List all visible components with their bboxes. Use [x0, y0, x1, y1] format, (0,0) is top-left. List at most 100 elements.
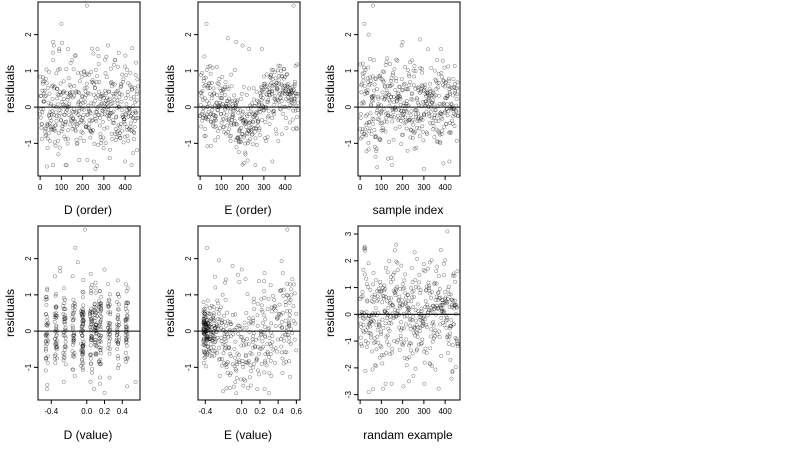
- data-point: [422, 85, 427, 90]
- data-point: [409, 91, 414, 96]
- data-point: [116, 292, 120, 297]
- data-point: [285, 227, 290, 232]
- data-point: [384, 351, 389, 356]
- y-axis-label: residuals: [163, 289, 177, 337]
- data-point: [98, 362, 102, 366]
- data-point: [251, 318, 256, 323]
- data-point: [88, 271, 93, 276]
- data-point: [124, 73, 129, 78]
- data-point: [118, 135, 123, 140]
- data-point: [282, 350, 287, 355]
- data-point: [359, 295, 364, 300]
- data-point: [126, 114, 131, 119]
- data-point: [108, 147, 112, 152]
- data-point: [412, 295, 416, 300]
- data-point: [263, 358, 268, 363]
- data-point: [239, 343, 244, 348]
- data-point: [119, 108, 124, 112]
- data-point: [40, 122, 44, 127]
- data-point: [241, 338, 246, 343]
- data-point: [404, 363, 409, 368]
- data-point: [71, 297, 76, 302]
- data-point: [46, 322, 50, 327]
- data-point: [252, 307, 257, 312]
- data-point: [114, 114, 119, 119]
- data-point: [56, 114, 61, 119]
- data-point: [392, 67, 397, 72]
- data-point: [266, 296, 271, 301]
- data-point: [224, 361, 229, 366]
- data-point: [433, 112, 438, 117]
- data-point: [42, 79, 47, 84]
- data-point: [116, 366, 121, 370]
- data-point: [55, 102, 60, 107]
- data-point: [398, 328, 403, 333]
- data-point: [295, 108, 300, 113]
- y-tick-label: 1: [344, 285, 353, 290]
- data-point: [420, 70, 425, 75]
- data-point: [279, 337, 284, 342]
- data-point: [97, 123, 102, 128]
- data-point: [232, 93, 237, 98]
- data-point: [75, 141, 80, 145]
- data-point: [410, 314, 415, 319]
- data-point: [92, 302, 97, 307]
- data-point: [97, 381, 102, 386]
- data-point: [364, 123, 369, 127]
- data-point: [413, 318, 418, 323]
- data-point: [399, 297, 404, 302]
- data-point: [202, 309, 207, 314]
- data-point: [43, 368, 48, 373]
- data-point: [245, 337, 250, 341]
- data-point: [278, 107, 283, 112]
- data-point: [255, 116, 259, 121]
- data-point: [272, 298, 277, 303]
- data-point: [87, 126, 92, 131]
- data-point: [101, 135, 106, 140]
- data-point: [56, 138, 60, 143]
- data-point: [288, 97, 292, 102]
- data-point: [223, 93, 228, 98]
- data-point: [425, 302, 430, 307]
- data-point: [63, 307, 68, 312]
- data-point: [364, 345, 369, 349]
- data-point: [283, 303, 288, 308]
- data-point: [431, 330, 436, 335]
- data-point: [93, 86, 98, 90]
- data-point: [215, 81, 220, 86]
- data-point: [47, 121, 52, 126]
- data-point: [269, 89, 274, 94]
- data-point: [99, 141, 104, 146]
- data-point: [432, 116, 436, 120]
- data-point: [363, 246, 367, 250]
- data-point: [108, 310, 113, 315]
- data-point: [431, 102, 436, 107]
- data-point: [284, 325, 289, 330]
- data-point: [228, 99, 233, 104]
- data-point: [70, 126, 75, 131]
- x-axis-label: E (order): [224, 203, 271, 217]
- data-point: [368, 287, 373, 292]
- data-point: [454, 337, 459, 342]
- data-point: [282, 89, 287, 94]
- data-point: [428, 306, 433, 311]
- data-point: [422, 381, 427, 386]
- data-point: [434, 281, 439, 286]
- data-point: [237, 280, 242, 285]
- data-point: [89, 285, 93, 290]
- data-point: [77, 157, 82, 162]
- data-point: [85, 158, 90, 162]
- data-point: [430, 339, 435, 344]
- data-point: [249, 352, 254, 357]
- data-point: [391, 137, 396, 142]
- data-point: [395, 260, 400, 265]
- data-point: [92, 82, 97, 87]
- data-point: [377, 117, 382, 122]
- data-point: [243, 150, 248, 155]
- data-point: [107, 351, 112, 356]
- data-point: [201, 348, 206, 353]
- data-point: [287, 312, 292, 317]
- data-point: [227, 373, 232, 377]
- data-point: [125, 334, 130, 339]
